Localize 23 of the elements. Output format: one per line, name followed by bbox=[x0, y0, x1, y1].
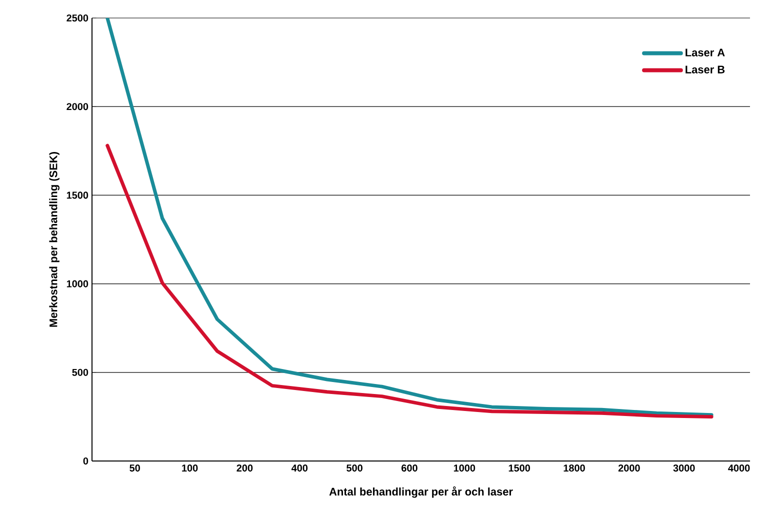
y-axis-title: Merkostnad per behandling (SEK) bbox=[49, 152, 60, 327]
x-axis-title: Antal behandlingar per år och laser bbox=[329, 486, 513, 498]
x-tick-label: 1500 bbox=[508, 464, 530, 472]
y-tick-label: 2500 bbox=[66, 14, 88, 22]
x-tick-label: 4000 bbox=[728, 464, 750, 472]
x-tick-label: 1000 bbox=[454, 464, 476, 472]
x-tick-label: 400 bbox=[291, 464, 308, 472]
y-tick-label: 1000 bbox=[66, 280, 88, 288]
x-tick-label: 3000 bbox=[673, 464, 695, 472]
x-tick-label: 2000 bbox=[618, 464, 640, 472]
x-tick-label: 500 bbox=[346, 464, 362, 472]
y-tick-label: 1500 bbox=[66, 192, 88, 199]
x-tick-label: 200 bbox=[236, 464, 253, 472]
legend-label: Laser B bbox=[686, 66, 725, 74]
line-series bbox=[106, 18, 714, 417]
y-tick-label: 2000 bbox=[66, 103, 88, 110]
x-tick-label: 600 bbox=[402, 464, 418, 472]
x-tick-label: 50 bbox=[130, 464, 140, 472]
x-tick-label: 100 bbox=[182, 464, 198, 472]
x-tick-label: 1800 bbox=[564, 464, 585, 472]
y-tick-label: 0 bbox=[83, 457, 88, 465]
y-tick-label: 500 bbox=[72, 368, 88, 376]
legend-label: Laser A bbox=[686, 48, 725, 56]
